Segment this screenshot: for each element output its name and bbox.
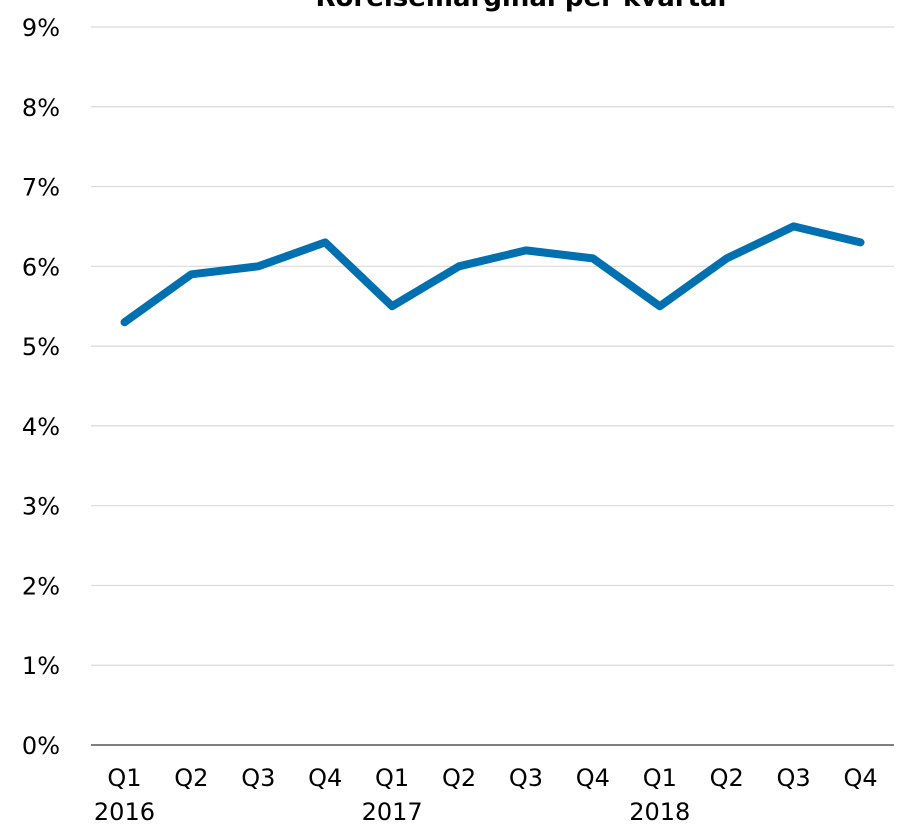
x-tick-label: Q4 (308, 764, 342, 792)
chart-title: Rörelsemarginal per kvartal (316, 0, 727, 13)
series-lines (120, 222, 865, 327)
x-tick-label: Q3 (777, 764, 811, 792)
y-tick-label: 7% (22, 174, 60, 202)
x-group-label: 2018 (629, 798, 690, 826)
x-tick-label: Q2 (710, 764, 744, 792)
y-tick-label: 5% (22, 333, 60, 361)
y-tick-label: 8% (22, 94, 60, 122)
y-tick-label: 3% (22, 493, 60, 521)
x-tick-label: Q3 (241, 764, 275, 792)
x-group-label: 2017 (362, 798, 423, 826)
x-tick-label: Q4 (843, 764, 877, 792)
y-tick-label: 2% (22, 572, 60, 600)
y-tick-label: 1% (22, 652, 60, 680)
y-tick-label: 0% (22, 732, 60, 760)
x-tick-label: Q2 (442, 764, 476, 792)
x-tick-label: Q1 (375, 764, 409, 792)
y-tick-label: 6% (22, 253, 60, 281)
x-tick-label: Q2 (174, 764, 208, 792)
gridlines (91, 26, 894, 666)
y-tick-label: 4% (22, 413, 60, 441)
x-group-label: 2016 (94, 798, 155, 826)
x-tick-label: Q4 (576, 764, 610, 792)
y-axis-tick-labels: 0% 1% 2% 3% 4% 5% 6% 7% 8% 9% (22, 14, 60, 760)
x-axis-tick-labels: Q1 Q2 Q3 Q4 Q1 Q2 Q3 Q4 Q1 Q2 Q3 Q4 (107, 764, 877, 792)
x-tick-label: Q3 (509, 764, 543, 792)
x-tick-label: Q1 (107, 764, 141, 792)
series-line (120, 222, 865, 327)
x-axis-year-labels: 2016 2017 2018 (94, 798, 690, 826)
y-tick-label: 9% (22, 14, 60, 42)
x-tick-label: Q1 (643, 764, 677, 792)
